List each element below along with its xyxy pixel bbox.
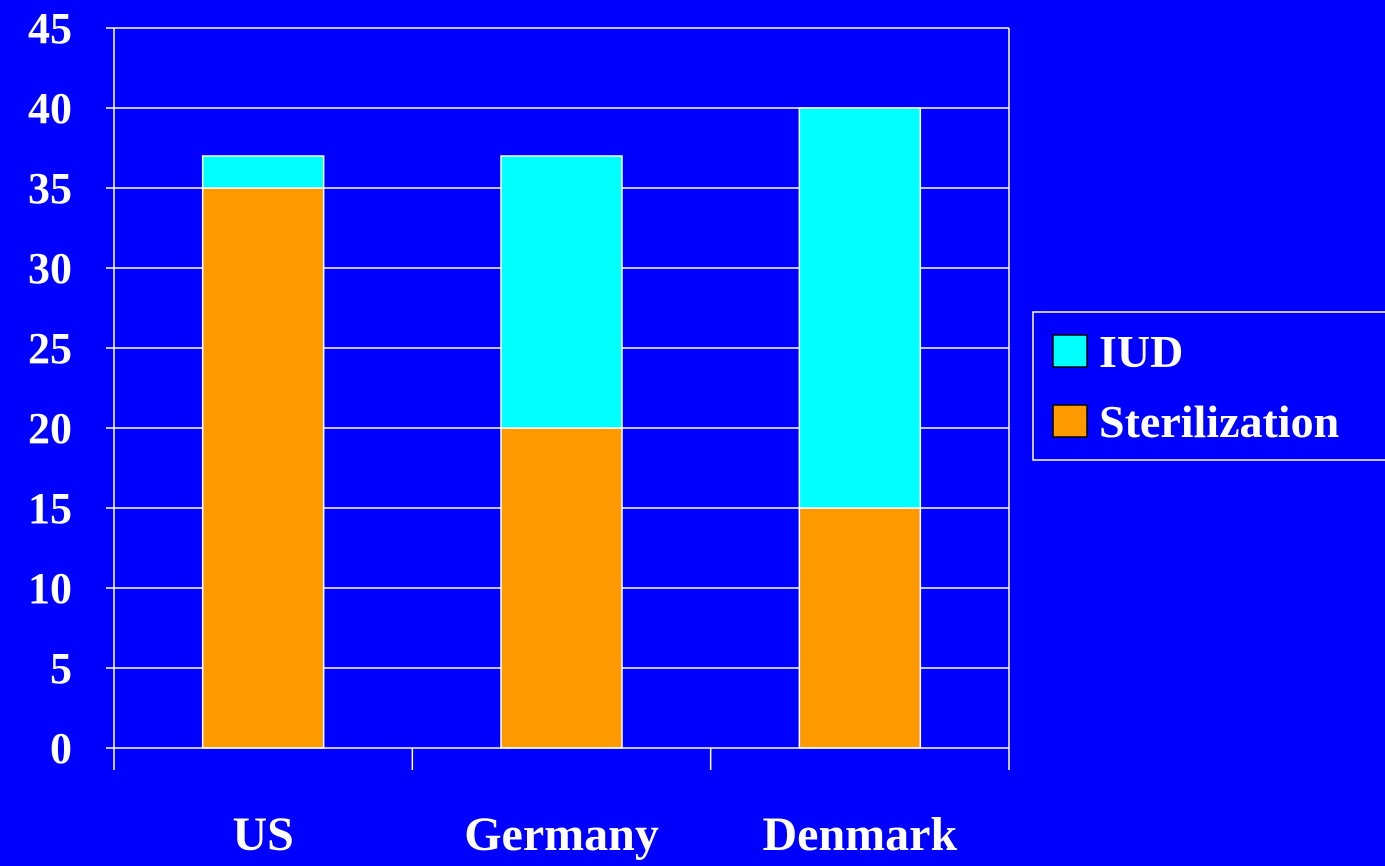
y-tick-label: 5 — [50, 644, 72, 693]
y-tick-label: 40 — [28, 84, 72, 133]
bars — [201, 107, 922, 749]
y-tick-label: 30 — [28, 244, 72, 293]
y-tick-label: 0 — [50, 724, 72, 773]
y-tick-label: 10 — [28, 564, 72, 613]
bar-germany-iud — [500, 155, 623, 429]
y-tick-label: 25 — [28, 324, 72, 373]
bar-denmark-iud — [798, 107, 922, 509]
y-tick-label: 35 — [28, 164, 72, 213]
legend-swatch-sterilization — [1052, 404, 1088, 438]
bar-germany-sterilization — [500, 427, 623, 749]
legend: IUD Sterilization — [1032, 311, 1385, 461]
legend-label-sterilization: Sterilization — [1099, 396, 1339, 447]
y-tick-label: 20 — [28, 404, 72, 453]
x-tick-label: US — [232, 808, 293, 861]
legend-label-iud: IUD — [1099, 326, 1183, 377]
axes: 0 5 10 15 20 25 30 35 40 45 US Germany Denmark — [28, 4, 1010, 861]
bar-us-sterilization — [201, 187, 325, 749]
bar-denmark-sterilization — [798, 507, 922, 749]
y-tick-label: 45 — [28, 4, 72, 53]
bar-us-iud — [201, 155, 325, 189]
x-tick-label: Germany — [464, 808, 659, 861]
legend-swatch-iud — [1052, 334, 1088, 368]
legend-box — [1032, 311, 1385, 461]
x-tick-label: Denmark — [763, 808, 958, 861]
y-tick-label: 15 — [28, 484, 72, 533]
